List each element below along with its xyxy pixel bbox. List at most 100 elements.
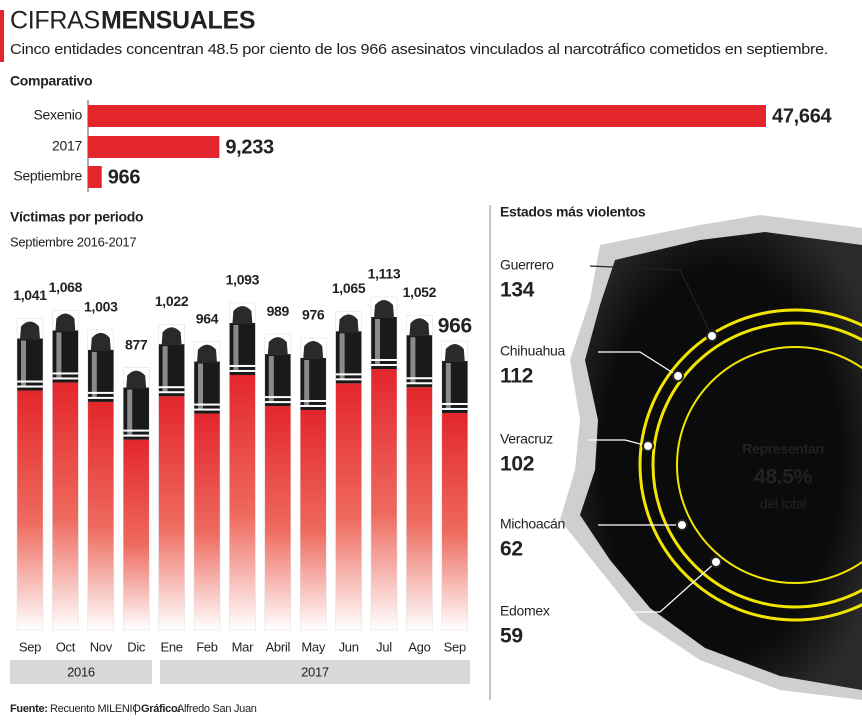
value-label: 966 [438, 315, 472, 338]
casing-stripe [17, 380, 43, 383]
bullet-body [52, 382, 79, 630]
bullet-outline [406, 314, 433, 631]
casing-stripe [87, 396, 114, 399]
value-label: 966 [108, 166, 141, 188]
bullet-casing [229, 322, 256, 375]
casing-shine [410, 337, 416, 384]
value-label: 976 [302, 307, 325, 323]
leader-dot [672, 370, 684, 382]
casing-stripe [158, 391, 185, 394]
bullet-outline [335, 311, 362, 631]
casing-stripe [300, 399, 327, 402]
state-name: Guerrero [500, 257, 554, 273]
x-tick-label: Oct [56, 639, 76, 654]
value-label: 877 [125, 336, 148, 352]
bullet-casing [441, 360, 468, 413]
bullet [299, 337, 327, 631]
bullet [370, 296, 398, 631]
bullet [406, 314, 433, 631]
casing-stripe [264, 396, 291, 399]
hole [580, 232, 862, 690]
state-value: 112 [500, 365, 533, 388]
leader-dot [642, 440, 654, 452]
bullet-outline [52, 310, 79, 631]
bullet-casing [158, 344, 185, 397]
bullet-body [300, 409, 327, 630]
value-label: 47,664 [772, 105, 833, 127]
bullet [193, 341, 221, 631]
bullet-body [17, 390, 43, 630]
center-text: del total [760, 496, 807, 512]
casing-shine [339, 333, 345, 380]
value-label: 1,052 [403, 284, 437, 300]
year-band [10, 660, 152, 684]
accent-bar [0, 10, 4, 62]
casing-stripe [406, 377, 433, 380]
x-tick-label: Abril [266, 639, 291, 654]
bullet [122, 367, 150, 631]
casing-stripe [441, 402, 468, 405]
x-tick-label: Jul [376, 639, 392, 654]
section-subtitle: Septiembre 2016-2017 [10, 234, 136, 249]
bullet-outline [264, 333, 292, 631]
bar [88, 136, 220, 158]
section-title: Estados más violentos [500, 204, 646, 220]
bullet-body [441, 412, 468, 630]
bullet-tip [232, 305, 253, 324]
value-label: 1,065 [332, 280, 366, 296]
value-label: 9,233 [225, 136, 274, 158]
leader-dot [676, 519, 688, 531]
casing-stripe [229, 364, 256, 367]
bullet-body [87, 401, 114, 630]
bullet-casing [52, 330, 79, 383]
state-name: Veracruz [500, 431, 553, 447]
value-label: 989 [267, 303, 290, 319]
bullet-body [264, 406, 291, 630]
bullet [87, 329, 115, 631]
footer-label: Gráfico: [141, 703, 181, 715]
bar [88, 105, 766, 127]
ring [676, 346, 862, 584]
x-tick-label: Ene [160, 639, 182, 654]
ring [638, 308, 862, 622]
x-tick-label: Ago [408, 639, 430, 654]
bullet-tip [374, 299, 394, 318]
bullet [264, 333, 292, 631]
bullet-body [229, 374, 256, 630]
bullet-body [335, 383, 362, 630]
x-tick-label: Jun [339, 639, 359, 654]
casing-stripe [441, 407, 468, 410]
value-label: 1,113 [368, 266, 401, 282]
casing-shine [198, 363, 203, 410]
bullet-tip [197, 344, 217, 363]
bullet [16, 318, 44, 631]
bullet-outline [229, 302, 256, 631]
casing-stripe [52, 372, 79, 375]
category-label: Septiembre [13, 168, 82, 184]
x-tick-label: Dic [127, 639, 146, 654]
bullet-tip [20, 321, 40, 340]
bullet-body [194, 413, 220, 630]
year-label: 2016 [67, 664, 95, 679]
casing-stripe [194, 408, 220, 411]
category-label: 2017 [52, 138, 82, 154]
bullet-outline [122, 367, 150, 631]
hole-graphic [560, 215, 862, 700]
casing-stripe [335, 373, 362, 376]
x-tick-label: Sep [444, 639, 466, 654]
bullet-casing [264, 354, 291, 407]
leader-dot [710, 556, 722, 568]
year-label: 2017 [301, 664, 329, 679]
center-text: 48.5% [754, 466, 813, 489]
bullet-outline [87, 329, 115, 631]
bullet-outline [193, 341, 221, 631]
state-value: 102 [500, 453, 534, 476]
leader-dot [706, 330, 718, 342]
bullet-casing [123, 387, 150, 440]
bullet-casing [300, 357, 327, 410]
casing-shine [233, 324, 239, 371]
casing-stripe [158, 386, 185, 389]
bullet-tip [55, 313, 76, 332]
leader-line [582, 561, 717, 613]
